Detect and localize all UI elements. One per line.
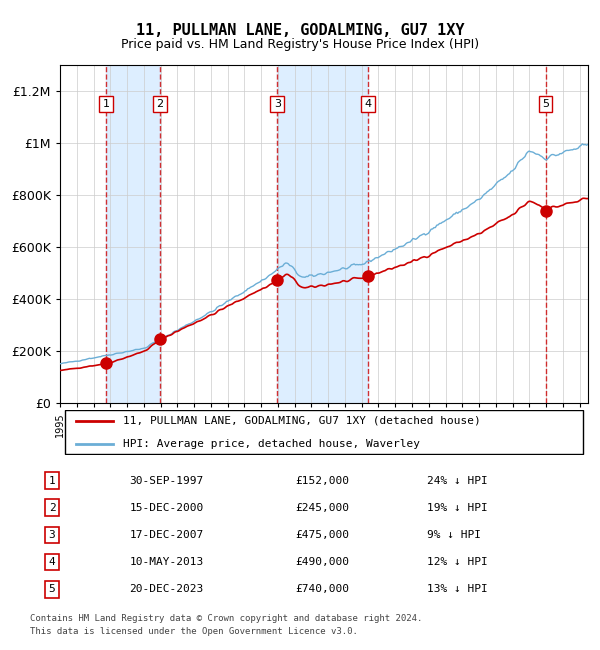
Text: 2: 2 (157, 99, 163, 109)
Text: 5: 5 (542, 99, 549, 109)
Text: HPI: Average price, detached house, Waverley: HPI: Average price, detached house, Wave… (124, 439, 421, 448)
Text: £152,000: £152,000 (295, 476, 349, 486)
Text: £475,000: £475,000 (295, 530, 349, 540)
Text: 20-DEC-2023: 20-DEC-2023 (130, 584, 203, 594)
Text: 24% ↓ HPI: 24% ↓ HPI (427, 476, 488, 486)
Text: 3: 3 (49, 530, 55, 540)
Text: 4: 4 (49, 557, 55, 567)
Text: 3: 3 (274, 99, 281, 109)
Bar (277, 65, 368, 403)
Text: This data is licensed under the Open Government Licence v3.0.: This data is licensed under the Open Gov… (30, 627, 358, 636)
Text: 13% ↓ HPI: 13% ↓ HPI (427, 584, 488, 594)
Text: 12% ↓ HPI: 12% ↓ HPI (427, 557, 488, 567)
Text: 15-DEC-2000: 15-DEC-2000 (130, 502, 203, 513)
Text: Contains HM Land Registry data © Crown copyright and database right 2024.: Contains HM Land Registry data © Crown c… (30, 614, 422, 623)
Text: 9% ↓ HPI: 9% ↓ HPI (427, 530, 481, 540)
Text: 1: 1 (103, 99, 110, 109)
Text: 11, PULLMAN LANE, GODALMING, GU7 1XY: 11, PULLMAN LANE, GODALMING, GU7 1XY (136, 23, 464, 38)
Text: 19% ↓ HPI: 19% ↓ HPI (427, 502, 488, 513)
FancyBboxPatch shape (65, 410, 583, 454)
Text: 5: 5 (49, 584, 55, 594)
Bar (106, 65, 160, 403)
Text: 2: 2 (49, 502, 55, 513)
Text: £490,000: £490,000 (295, 557, 349, 567)
Text: Price paid vs. HM Land Registry's House Price Index (HPI): Price paid vs. HM Land Registry's House … (121, 38, 479, 51)
Bar (545, 65, 588, 403)
Text: 4: 4 (364, 99, 371, 109)
Text: 11, PULLMAN LANE, GODALMING, GU7 1XY (detached house): 11, PULLMAN LANE, GODALMING, GU7 1XY (de… (124, 416, 481, 426)
Text: £740,000: £740,000 (295, 584, 349, 594)
Text: 17-DEC-2007: 17-DEC-2007 (130, 530, 203, 540)
Text: 10-MAY-2013: 10-MAY-2013 (130, 557, 203, 567)
Text: £245,000: £245,000 (295, 502, 349, 513)
Text: 30-SEP-1997: 30-SEP-1997 (130, 476, 203, 486)
Text: 1: 1 (49, 476, 55, 486)
